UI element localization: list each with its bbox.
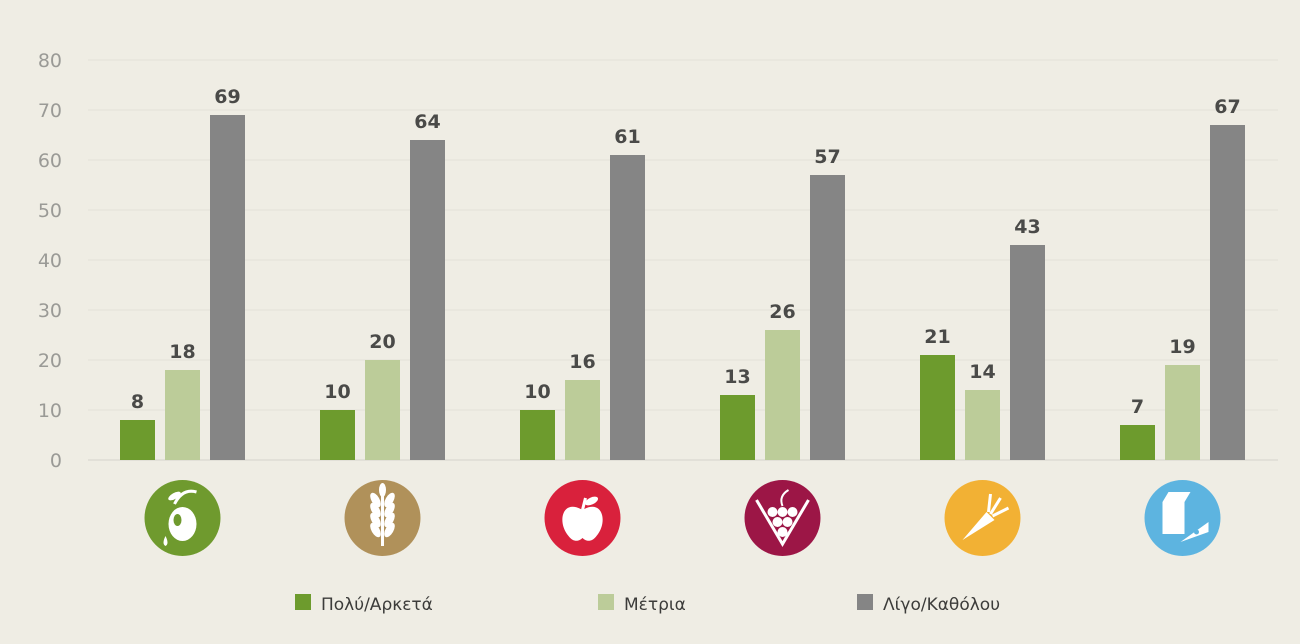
y-tick-label: 60 [38,150,62,172]
bars [120,115,1245,460]
bar-grains-s2 [410,140,445,460]
legend-label: Μέτρια [624,595,686,615]
bar-fruit-s2 [610,155,645,460]
bar-olive-oil-s0 [120,420,155,460]
bar-olive-oil-s2 [210,115,245,460]
carrot-icon [944,480,1021,556]
bar-olive-oil-s1 [165,370,200,460]
legend-swatch [857,594,873,610]
legend-swatch [295,594,311,610]
grapes-icon [744,480,821,556]
y-tick-label: 80 [38,50,62,72]
bar-grains-s1 [365,360,400,460]
data-label: 19 [1169,336,1195,358]
data-label: 8 [131,391,144,413]
data-label: 57 [814,146,840,168]
bar-dairy-s2 [1210,125,1245,460]
data-label: 7 [1131,396,1144,418]
apple-icon [544,480,621,556]
data-label: 69 [214,86,240,108]
legend-swatch [598,594,614,610]
legend-item: Μέτρια [598,594,686,615]
y-tick-label: 10 [38,400,62,422]
bar-dairy-s1 [1165,365,1200,460]
bar-fruit-s1 [565,380,600,460]
data-label: 21 [924,326,950,348]
y-tick-label: 0 [50,450,62,472]
data-label: 16 [569,351,595,373]
data-label: 43 [1014,216,1040,238]
bar-grains-s0 [320,410,355,460]
y-tick-label: 40 [38,250,62,272]
milk-cheese-icon [1144,480,1221,556]
y-tick-label: 50 [38,200,62,222]
legend-label: Λίγο/Καθόλου [883,595,1000,615]
legend-item: Πολύ/Αρκετά [295,594,433,615]
data-label: 14 [969,361,995,383]
y-axis: 0 10 20 30 40 50 60 70 80 [38,50,62,472]
legend-item: Λίγο/Καθόλου [857,594,1000,615]
gridlines [88,59,1278,461]
bar-fruit-s0 [520,410,555,460]
data-label: 26 [769,301,795,323]
y-tick-label: 70 [38,100,62,122]
data-label: 61 [614,126,640,148]
bar-wine-s1 [765,330,800,460]
data-label: 13 [724,366,750,388]
data-label: 64 [414,111,440,133]
data-label: 67 [1214,96,1240,118]
wheat-icon [344,480,421,556]
data-label: 10 [324,381,350,403]
legend-label: Πολύ/Αρκετά [321,595,433,615]
olive-icon [144,480,221,556]
data-label: 18 [169,341,195,363]
legend: Πολύ/Αρκετά Μέτρια Λίγο/Καθόλου [295,594,1000,615]
y-tick-label: 20 [38,350,62,372]
bar-wine-s2 [810,175,845,460]
bar-dairy-s0 [1120,425,1155,460]
bar-wine-s0 [720,395,755,460]
bar-vegetables-s0 [920,355,955,460]
bar-vegetables-s2 [1010,245,1045,460]
data-label: 10 [524,381,550,403]
category-icons [144,480,1221,556]
y-tick-label: 30 [38,300,62,322]
bar-vegetables-s1 [965,390,1000,460]
data-labels: 8 10 10 13 21 7 18 20 16 26 14 19 69 64 61 57 43 67 [131,86,1241,418]
data-label: 20 [369,331,395,353]
